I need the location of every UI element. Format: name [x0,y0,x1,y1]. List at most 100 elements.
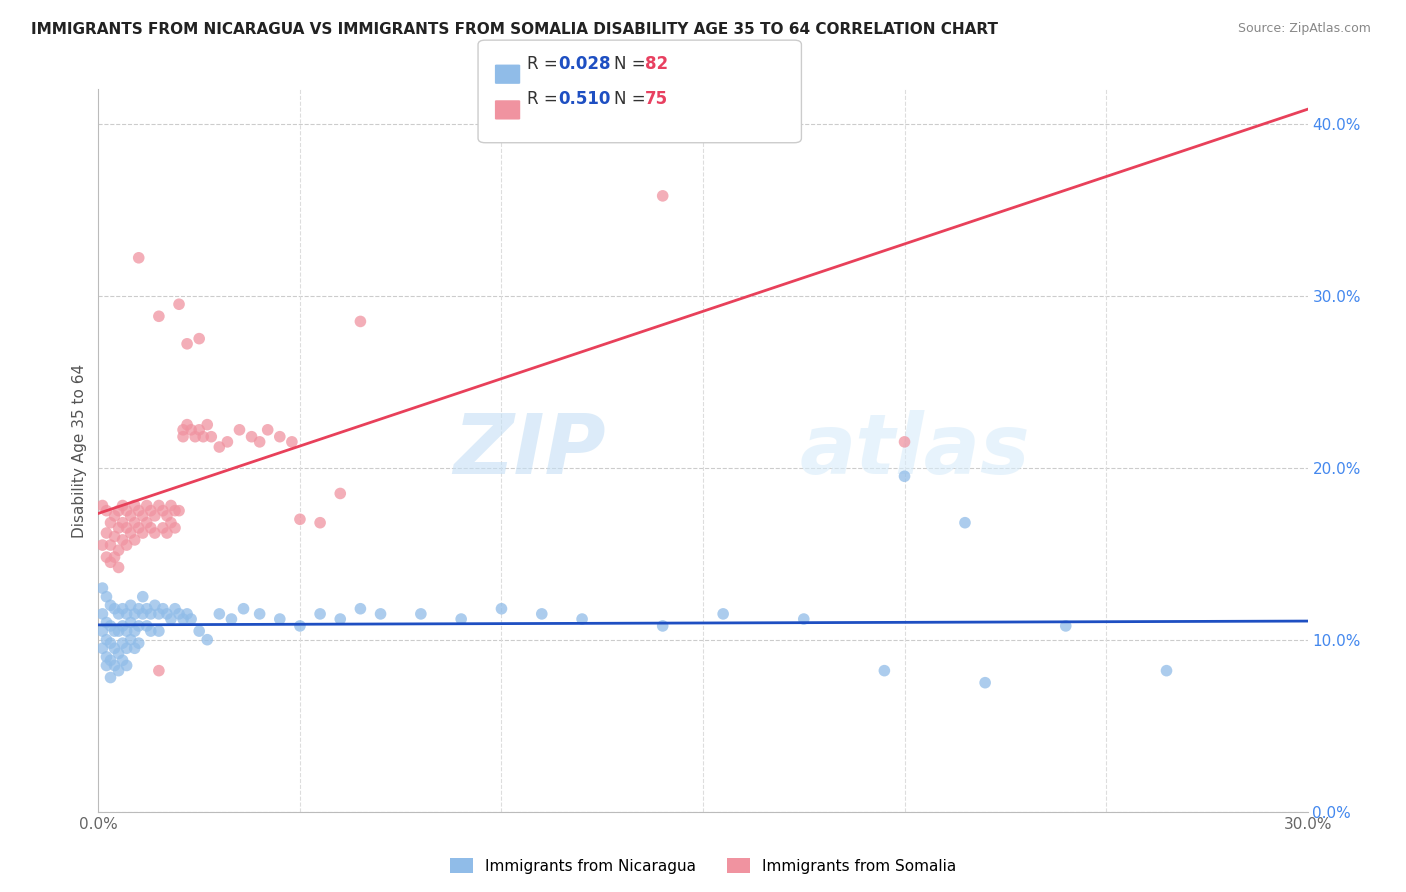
Point [953,516,976,530]
Point [100,636,122,650]
Point [249,434,271,449]
Point [100,516,122,530]
Point [269,612,291,626]
Point [269,430,291,444]
Point [139,521,162,535]
Point [148,499,170,513]
Point [91,641,114,656]
Point [96,615,118,630]
Point [176,607,198,621]
Point [329,486,352,500]
Point [148,624,170,639]
Text: 0.510: 0.510 [558,90,610,108]
Point [167,607,190,621]
Point [232,601,254,615]
Point [148,607,170,621]
Point [180,423,202,437]
Point [240,430,263,444]
Point [793,612,815,626]
Point [711,607,734,621]
Point [135,619,157,633]
Point [249,607,271,621]
Point [128,503,150,517]
Point [115,607,138,621]
Point [172,423,194,437]
Point [120,508,142,523]
Point [120,615,142,630]
Point [124,624,146,639]
Point [228,423,250,437]
Point [195,417,218,432]
Point [893,434,915,449]
Point [288,512,311,526]
Point [873,664,896,678]
Legend: Immigrants from Nicaragua, Immigrants from Somalia: Immigrants from Nicaragua, Immigrants fr… [444,852,962,880]
Text: IMMIGRANTS FROM NICARAGUA VS IMMIGRANTS FROM SOMALIA DISABILITY AGE 35 TO 64 COR: IMMIGRANTS FROM NICARAGUA VS IMMIGRANTS … [31,22,998,37]
Point [111,533,134,547]
Point [288,619,311,633]
Point [107,503,129,517]
Point [132,590,155,604]
Point [124,499,146,513]
Point [256,423,278,437]
Point [96,649,118,664]
Point [103,641,125,656]
Point [128,601,150,615]
Point [124,641,146,656]
Point [160,499,183,513]
Point [111,653,134,667]
Point [100,619,122,633]
Text: 0.028: 0.028 [558,55,610,73]
Point [124,533,146,547]
Point [143,508,166,523]
Point [91,499,114,513]
Point [111,619,134,633]
Point [143,526,166,541]
Point [148,664,170,678]
Point [221,612,243,626]
Point [163,601,186,615]
Point [100,555,122,569]
Point [139,503,162,517]
Point [160,516,183,530]
Point [124,607,146,621]
Point [156,526,179,541]
Text: 82: 82 [645,55,668,73]
Point [115,624,138,639]
Point [1054,619,1077,633]
Point [96,590,118,604]
Point [124,516,146,530]
Point [184,430,207,444]
Point [107,647,129,661]
Point [111,516,134,530]
Point [195,632,218,647]
Point [409,607,432,621]
Point [651,189,673,203]
Point [156,508,179,523]
Point [188,332,211,346]
Point [111,636,134,650]
Point [370,607,392,621]
Point [156,607,179,621]
Point [120,599,142,613]
Text: Source: ZipAtlas.com: Source: ZipAtlas.com [1237,22,1371,36]
Point [107,543,129,558]
Point [651,619,673,633]
Text: N =: N = [614,90,651,108]
Point [91,581,114,595]
Point [160,612,183,626]
Point [96,503,118,517]
Point [176,336,198,351]
Point [132,508,155,523]
Text: atlas: atlas [800,410,1031,491]
Point [188,423,211,437]
Point [91,624,114,639]
Point [107,624,129,639]
Point [167,503,190,517]
Point [139,607,162,621]
Point [103,529,125,543]
Point [132,526,155,541]
Text: ZIP: ZIP [454,410,606,491]
Point [96,632,118,647]
Point [107,560,129,574]
